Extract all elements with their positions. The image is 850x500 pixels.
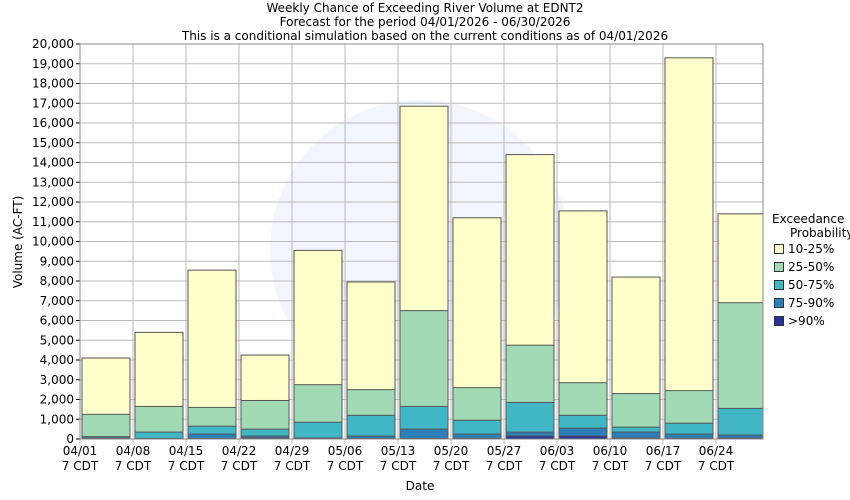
legend-swatch	[774, 244, 784, 254]
legend-item: 10-25%	[774, 242, 834, 256]
legend-item: 25-50%	[774, 260, 834, 274]
legend-title: Exceedance	[772, 212, 845, 226]
bar-segment-50-75%	[346, 414, 396, 440]
chart-subtitle-2: This is a conditional simulation based o…	[181, 29, 669, 43]
legend-item: 75-90%	[774, 296, 834, 310]
y-tick-label: 12,000	[32, 195, 74, 209]
y-tick-label: 0	[66, 432, 74, 446]
y-tick-label: 9,000	[40, 254, 74, 268]
legend-label: 75-90%	[788, 296, 835, 310]
x-tick-sublabel: 7 CDT	[645, 459, 682, 473]
x-tick-sublabel: 7 CDT	[592, 459, 629, 473]
x-tick-sublabel: 7 CDT	[433, 459, 470, 473]
bar-segment-75-90%	[399, 428, 449, 440]
x-tick-sublabel: 7 CDT	[486, 459, 523, 473]
legend-swatch	[774, 316, 784, 326]
x-tick-label: 05/13	[381, 444, 416, 458]
x-tick-sublabel: 7 CDT	[274, 459, 311, 473]
x-tick-sublabel: 7 CDT	[327, 459, 364, 473]
legend-title-2: Probability	[790, 226, 850, 240]
x-tick-sublabel: 7 CDT	[380, 459, 417, 473]
y-tick-label: 7,000	[40, 294, 74, 308]
y-tick-label: 6,000	[40, 314, 74, 328]
y-tick-label: 10,000	[32, 235, 74, 249]
legend-item: >90%	[774, 314, 825, 328]
y-tick-label: 11,000	[32, 215, 74, 229]
x-tick-sublabel: 7 CDT	[62, 459, 99, 473]
bar-segment-50-75%	[293, 421, 343, 440]
legend-label: 50-75%	[788, 278, 835, 292]
chart-subtitle: Forecast for the period 04/01/2026 - 06/…	[279, 15, 571, 29]
y-tick-label: 2,000	[40, 393, 74, 407]
legend-label: 10-25%	[788, 242, 835, 256]
x-tick-label: 06/17	[646, 444, 681, 458]
x-tick-label: 05/06	[328, 444, 363, 458]
x-tick-label: 04/15	[169, 444, 204, 458]
y-tick-label: 15,000	[32, 136, 74, 150]
x-tick-label: 06/10	[593, 444, 628, 458]
plot-border	[79, 43, 764, 440]
legend-swatch	[774, 280, 784, 290]
y-tick-label: 17,000	[32, 96, 74, 110]
legend-item: 50-75%	[774, 278, 834, 292]
legend-label: >90%	[788, 314, 825, 328]
x-tick-label: 04/08	[116, 444, 151, 458]
x-tick-sublabel: 7 CDT	[115, 459, 152, 473]
bar-segment-50-75%	[717, 407, 764, 440]
y-tick-label: 5,000	[40, 333, 74, 347]
y-tick-label: 14,000	[32, 156, 74, 170]
y-tick-label: 8,000	[40, 274, 74, 288]
x-tick-sublabel: 7 CDT	[539, 459, 576, 473]
x-tick-label: 04/01	[63, 444, 98, 458]
x-tick-label: 05/27	[487, 444, 522, 458]
chart-title: Weekly Chance of Exceeding River Volume …	[266, 1, 584, 15]
x-tick-sublabel: 7 CDT	[221, 459, 258, 473]
x-tick-sublabel: 7 CDT	[698, 459, 735, 473]
x-axis-label: Date	[406, 479, 435, 493]
x-tick-label: 06/24	[699, 444, 734, 458]
x-tick-label: 04/29	[275, 444, 310, 458]
x-tick-label: 06/03	[540, 444, 575, 458]
x-tick-label: 04/22	[222, 444, 257, 458]
y-tick-label: 4,000	[40, 353, 74, 367]
y-tick-label: 3,000	[40, 373, 74, 387]
x-tick-sublabel: 7 CDT	[168, 459, 205, 473]
legend-label: 25-50%	[788, 260, 835, 274]
bar-segment-25-50%	[81, 413, 131, 440]
y-tick-label: 1,000	[40, 412, 74, 426]
y-tick-label: 13,000	[32, 175, 74, 189]
y-tick-label: 18,000	[32, 77, 74, 91]
y-axis-label: Volume (AC-FT)	[11, 196, 25, 289]
y-tick-label: 16,000	[32, 116, 74, 130]
legend-swatch	[774, 298, 784, 308]
x-tick-label: 05/20	[434, 444, 469, 458]
y-tick-label: 20,000	[32, 37, 74, 51]
bar-segment-10-25%	[664, 57, 714, 440]
legend-swatch	[774, 262, 784, 272]
y-tick-label: 19,000	[32, 57, 74, 71]
